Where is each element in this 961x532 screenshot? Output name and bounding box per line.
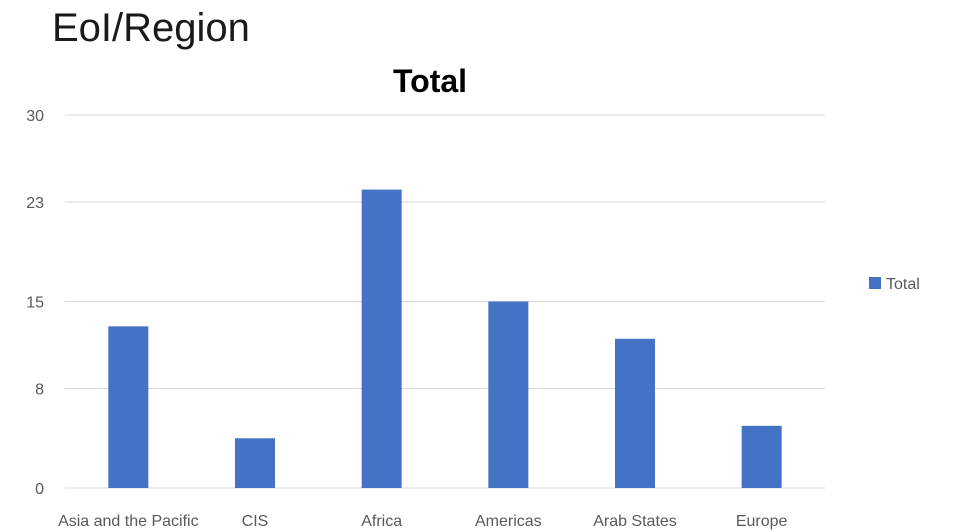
gridlines xyxy=(65,114,825,489)
y-tick-label: 15 xyxy=(26,295,44,312)
x-axis-categories: Asia and the Pacific CIS Africa Americas Ara… xyxy=(58,513,787,530)
y-tick-label: 30 xyxy=(26,108,44,125)
x-category-label: Asia and the Pacific xyxy=(58,513,199,530)
bar xyxy=(488,301,529,488)
x-category-label: Africa xyxy=(361,513,402,530)
y-tick-label: 23 xyxy=(26,195,44,212)
chart-title: Total xyxy=(393,63,467,99)
bar xyxy=(108,326,149,488)
x-category-label: Europe xyxy=(736,513,788,530)
y-tick-label: 8 xyxy=(35,382,44,399)
bar xyxy=(361,189,402,488)
legend-label: Total xyxy=(886,276,920,293)
bar xyxy=(615,338,655,488)
bar xyxy=(741,425,782,488)
x-category-label: Arab States xyxy=(593,513,677,530)
page-title: EoI/Region xyxy=(52,6,250,50)
y-axis-ticks: 0 8 15 23 30 xyxy=(26,108,44,498)
legend-swatch xyxy=(869,277,881,289)
x-category-label: CIS xyxy=(242,513,269,530)
x-category-label: Americas xyxy=(475,513,542,530)
legend: Total xyxy=(869,276,920,293)
y-tick-label: 0 xyxy=(35,481,44,498)
bar xyxy=(235,438,275,488)
bars xyxy=(108,189,782,488)
